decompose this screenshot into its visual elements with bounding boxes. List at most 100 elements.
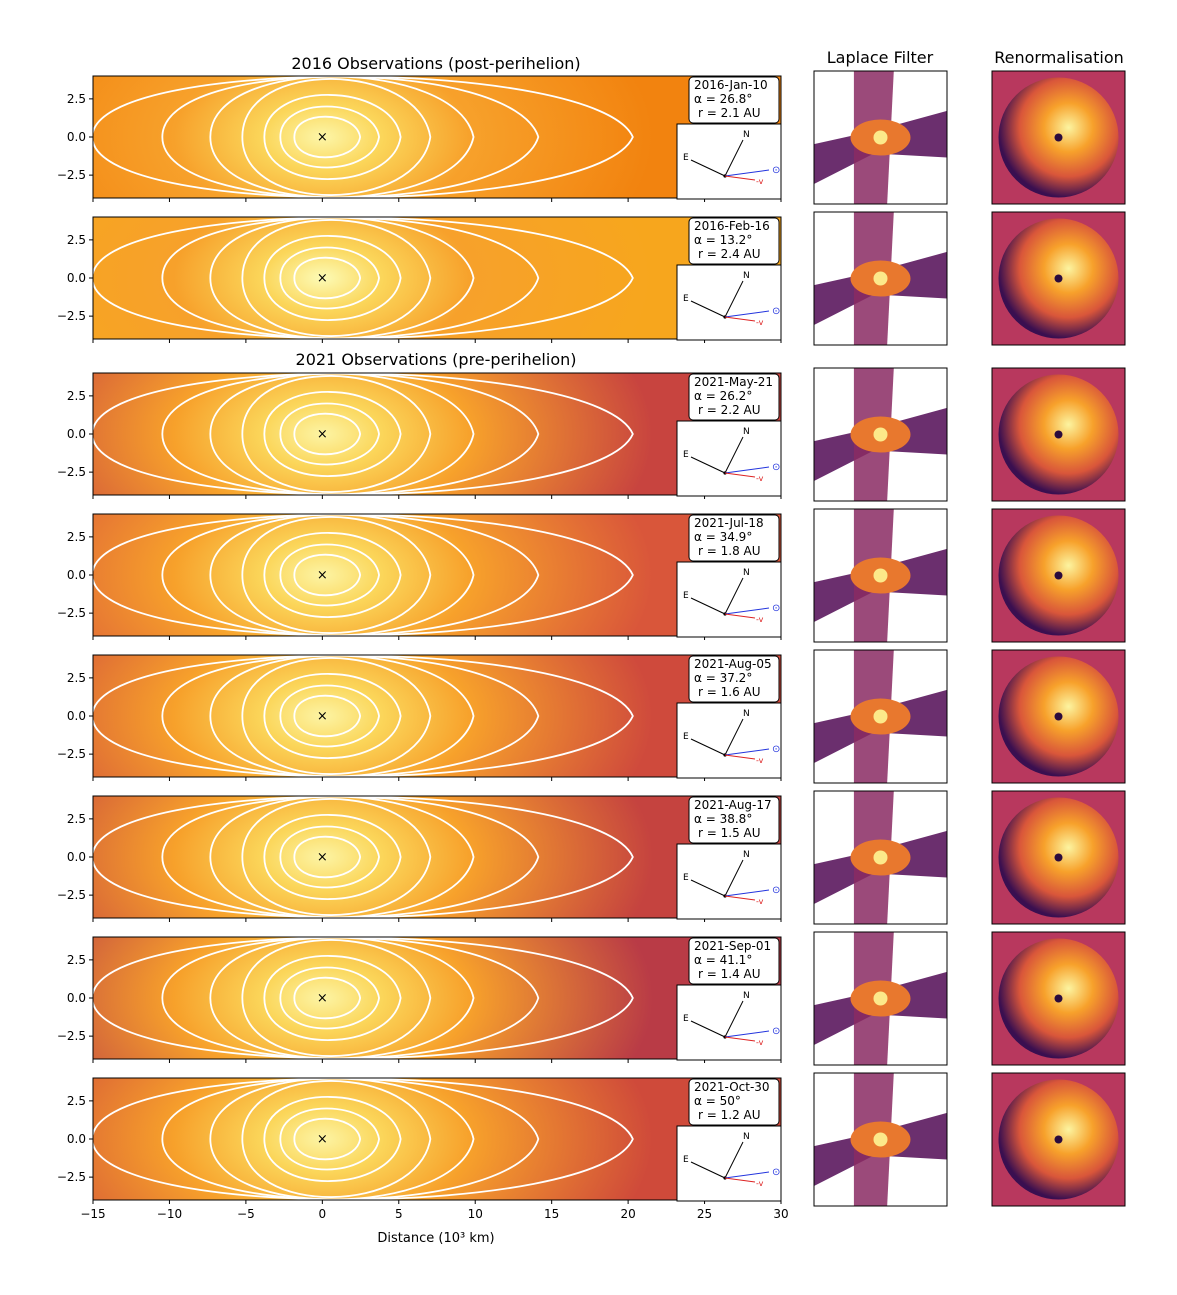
nucleus-marker: × bbox=[317, 568, 328, 583]
observation-row: × 2.5 0.0 −2.5 2016-Feb-16α = 13.2°r = 2.4 A… bbox=[57, 211, 1126, 346]
contour-line bbox=[293, 835, 362, 879]
contour-line bbox=[161, 937, 540, 1059]
y-tick-label: 0.0 bbox=[67, 709, 86, 723]
sun-symbol: ⊙ bbox=[772, 744, 780, 755]
east-arrow bbox=[690, 879, 726, 897]
north-arrow bbox=[724, 280, 744, 318]
east-label: E bbox=[683, 1155, 689, 1165]
nucleus-marker: × bbox=[317, 850, 328, 865]
velocity-label: -v bbox=[756, 1179, 764, 1188]
east-arrow bbox=[690, 738, 726, 756]
contour-line bbox=[293, 553, 362, 597]
info-box bbox=[688, 217, 780, 265]
renorm-center bbox=[1054, 712, 1063, 721]
y-tick-label: 0.0 bbox=[67, 1132, 86, 1146]
laplace-frame bbox=[813, 790, 948, 925]
contour-line bbox=[263, 94, 402, 180]
y-tick-label: 2.5 bbox=[67, 92, 86, 106]
velocity-label: -v bbox=[756, 615, 764, 624]
laplace-frame bbox=[813, 367, 948, 502]
north-label: N bbox=[743, 991, 750, 1001]
contour-line bbox=[279, 246, 380, 310]
velocity-arrow bbox=[724, 754, 756, 760]
east-arrow bbox=[690, 1161, 726, 1179]
contour-line bbox=[93, 373, 634, 495]
contour-line bbox=[241, 657, 432, 775]
contour-line bbox=[93, 217, 634, 339]
x-tick-label: −10 bbox=[157, 1207, 182, 1221]
phase-angle: α = 26.8° bbox=[694, 92, 752, 106]
contour-line bbox=[93, 76, 634, 198]
phase-angle: α = 34.9° bbox=[694, 530, 752, 544]
north-arrow bbox=[724, 1000, 744, 1038]
y-tick-label: 2.5 bbox=[67, 389, 86, 403]
contour-line bbox=[241, 1080, 432, 1198]
sun-direction-arrow bbox=[724, 889, 770, 897]
sun-symbol: ⊙ bbox=[772, 306, 780, 317]
y-tick-label: 0.0 bbox=[67, 568, 86, 582]
heading-2016: 2016 Observations (post-perihelion) bbox=[291, 54, 580, 73]
east-label: E bbox=[683, 294, 689, 304]
laplace-core bbox=[873, 427, 888, 442]
info-box bbox=[688, 76, 780, 124]
contour-line bbox=[209, 937, 475, 1059]
renormalisation-image bbox=[998, 656, 1119, 777]
info-box bbox=[688, 796, 780, 844]
x-tick-label: 25 bbox=[697, 1207, 712, 1221]
north-label: N bbox=[743, 271, 750, 281]
renormalisation-image bbox=[998, 797, 1119, 918]
observation-info: 2021-Aug-05α = 37.2°r = 1.6 AU bbox=[688, 655, 780, 703]
renorm-center bbox=[1054, 571, 1063, 580]
sun-direction-arrow bbox=[724, 466, 770, 474]
east-label: E bbox=[683, 450, 689, 460]
y-tick-label: −2.5 bbox=[57, 888, 86, 902]
observation-row: × 2.5 0.0 −2.5 2021-Aug-05α = 37.2°r = 1.6 A… bbox=[57, 649, 1126, 784]
laplace-frame bbox=[813, 931, 948, 1066]
phase-angle: α = 38.8° bbox=[694, 812, 752, 826]
contour-line bbox=[263, 235, 402, 321]
y-tick-label: −2.5 bbox=[57, 1029, 86, 1043]
laplace-filter-image bbox=[814, 368, 947, 501]
info-box bbox=[688, 937, 780, 985]
heliocentric-distance: r = 2.1 AU bbox=[698, 106, 761, 120]
north-label: N bbox=[743, 709, 750, 719]
laplace-frame bbox=[813, 211, 948, 346]
laplace-filter-image bbox=[814, 509, 947, 642]
east-label: E bbox=[683, 873, 689, 883]
renorm-frame bbox=[991, 931, 1126, 1066]
x-tick-label: 20 bbox=[620, 1207, 635, 1221]
renorm-frame bbox=[991, 211, 1126, 346]
sun-direction-arrow bbox=[724, 1030, 770, 1038]
contour-line bbox=[241, 516, 432, 634]
sun-direction-arrow bbox=[724, 748, 770, 756]
renormalisation-image bbox=[998, 515, 1119, 636]
heliocentric-distance: r = 1.8 AU bbox=[698, 544, 761, 558]
nucleus-marker: × bbox=[317, 991, 328, 1006]
renorm-frame bbox=[991, 790, 1126, 925]
contour-line bbox=[293, 256, 362, 300]
contour-line bbox=[241, 798, 432, 916]
contour-line bbox=[161, 373, 540, 495]
north-arrow bbox=[724, 139, 744, 177]
east-label: E bbox=[683, 153, 689, 163]
observation-date: 2021-Sep-01 bbox=[694, 939, 771, 953]
x-tick-label: 30 bbox=[773, 1207, 788, 1221]
x-tick-label: 0 bbox=[319, 1207, 327, 1221]
east-arrow bbox=[690, 597, 726, 615]
north-label: N bbox=[743, 427, 750, 437]
observation-info: 2021-Aug-17α = 38.8°r = 1.5 AU bbox=[688, 796, 780, 844]
coma-glow bbox=[93, 1078, 781, 1200]
sun-direction-arrow bbox=[724, 169, 770, 177]
contour-line bbox=[263, 673, 402, 759]
compass-box bbox=[676, 561, 782, 638]
coma-image bbox=[93, 514, 781, 636]
coma-image bbox=[93, 373, 781, 495]
contour-line bbox=[209, 217, 475, 339]
renorm-center bbox=[1054, 994, 1063, 1003]
coma-image bbox=[93, 76, 781, 198]
heliocentric-distance: r = 1.5 AU bbox=[698, 826, 761, 840]
phase-angle: α = 26.2° bbox=[694, 389, 752, 403]
contour-line bbox=[279, 105, 380, 169]
contour-line bbox=[241, 219, 432, 337]
heading-laplace-filter: Laplace Filter bbox=[827, 48, 934, 67]
